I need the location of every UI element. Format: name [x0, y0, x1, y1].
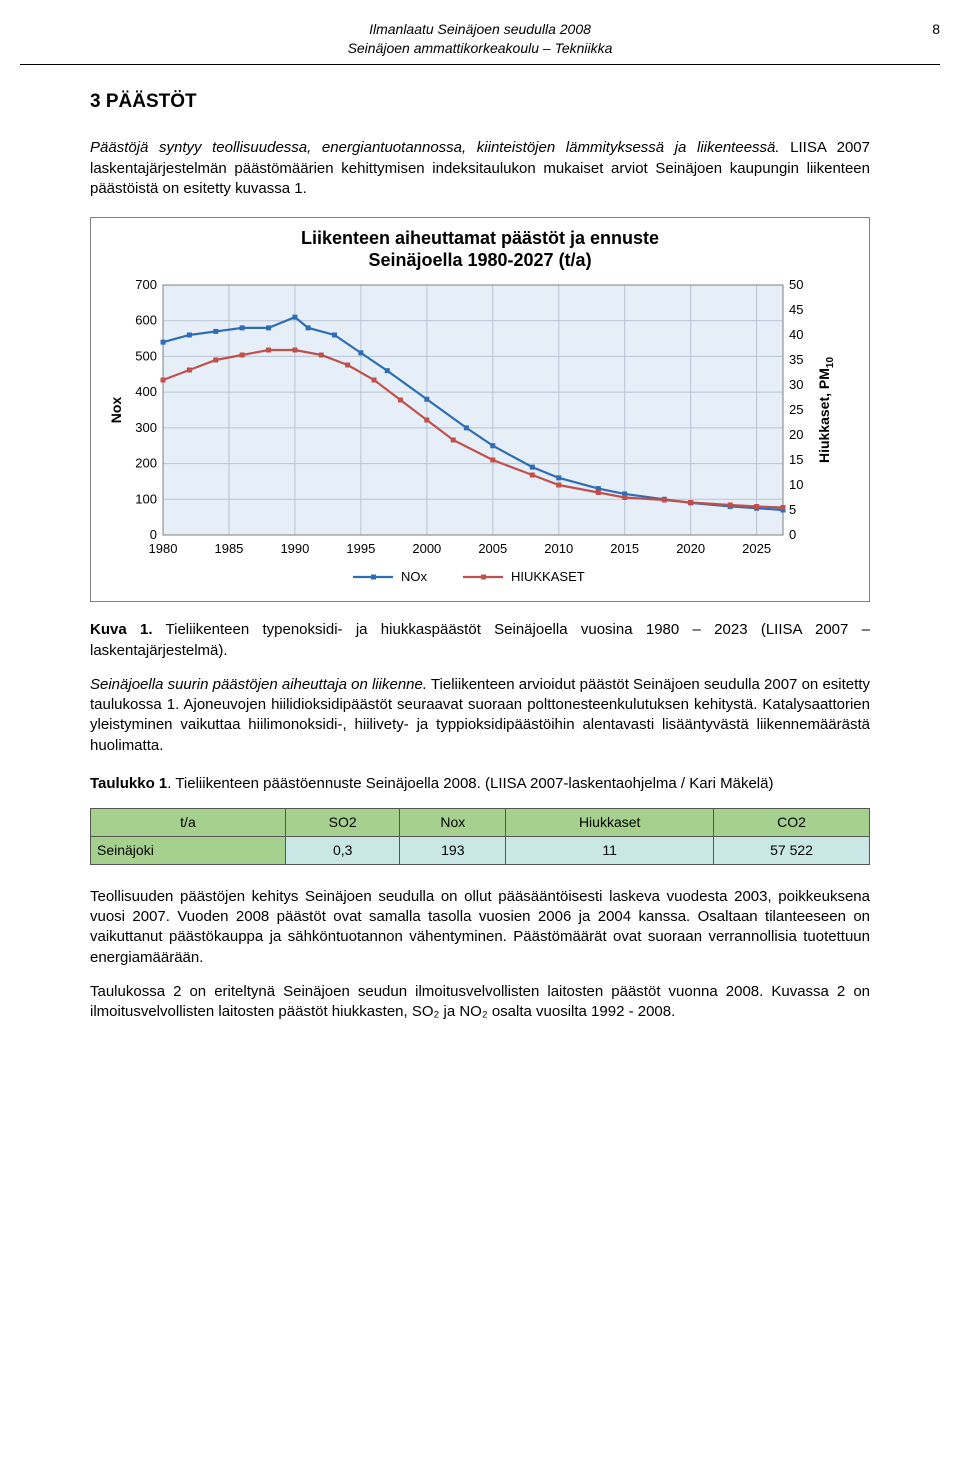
svg-text:300: 300 [135, 420, 157, 435]
para1-lead: Päästöjä syntyy teollisuudessa, energian… [90, 139, 780, 156]
tbl-caption-rest: . Tieliikenteen päästöennuste Seinäjoell… [167, 775, 773, 792]
fig-caption-bold: Kuva 1. [90, 621, 153, 638]
page-number: 8 [932, 20, 940, 39]
paragraph-4: Taulukossa 2 on eriteltynä Seinäjoen seu… [90, 982, 870, 1023]
svg-text:35: 35 [789, 352, 803, 367]
header-line1: Ilmanlaatu Seinäjoen seudulla 2008 [369, 21, 591, 37]
row-label: Seinäjoki [91, 837, 286, 865]
header-rule [20, 64, 940, 65]
paragraph-2: Seinäjoella suurin päästöjen aiheuttaja … [90, 675, 870, 756]
chart-container: Liikenteen aiheuttamat päästöt ja ennust… [90, 217, 870, 602]
paragraph-1: Päästöjä syntyy teollisuudessa, energian… [90, 138, 870, 199]
svg-text:Hiukkaset, PM10: Hiukkaset, PM10 [816, 357, 836, 463]
svg-text:10: 10 [789, 477, 803, 492]
cell-co2: 57 522 [714, 837, 870, 865]
svg-text:500: 500 [135, 349, 157, 364]
svg-text:400: 400 [135, 385, 157, 400]
para2-lead: Seinäjoella suurin päästöjen aiheuttaja … [90, 676, 427, 693]
cell-hiuk: 11 [506, 837, 714, 865]
th-co2: CO2 [714, 809, 870, 837]
svg-text:2010: 2010 [544, 541, 573, 556]
chart-title-l2: Seinäjoella 1980-2027 (t/a) [368, 250, 591, 270]
svg-text:0: 0 [789, 527, 796, 542]
running-header: Ilmanlaatu Seinäjoen seudulla 2008 8 Sei… [90, 20, 870, 58]
svg-text:25: 25 [789, 402, 803, 417]
th-hiuk: Hiukkaset [506, 809, 714, 837]
svg-text:Nox: Nox [108, 397, 124, 424]
svg-text:5: 5 [789, 502, 796, 517]
cell-so2: 0,3 [285, 837, 400, 865]
figure-caption: Kuva 1. Tieliikenteen typenoksidi- ja hi… [90, 620, 870, 661]
table-caption: Taulukko 1. Tieliikenteen päästöennuste … [90, 774, 870, 794]
svg-text:30: 30 [789, 377, 803, 392]
tbl-caption-bold: Taulukko 1 [90, 775, 167, 792]
svg-text:2015: 2015 [610, 541, 639, 556]
svg-text:0: 0 [150, 527, 157, 542]
th-ta: t/a [91, 809, 286, 837]
svg-text:45: 45 [789, 302, 803, 317]
chart-title: Liikenteen aiheuttamat päästöt ja ennust… [103, 228, 857, 271]
svg-text:1990: 1990 [280, 541, 309, 556]
th-nox: Nox [400, 809, 506, 837]
header-line2: Seinäjoen ammattikorkeakoulu – Tekniikka [348, 40, 613, 56]
svg-text:NOx: NOx [401, 569, 428, 584]
svg-text:700: 700 [135, 277, 157, 292]
svg-text:50: 50 [789, 277, 803, 292]
svg-text:100: 100 [135, 492, 157, 507]
svg-text:2025: 2025 [742, 541, 771, 556]
cell-nox: 193 [400, 837, 506, 865]
section-heading: 3 PÄÄSTÖT [90, 89, 870, 115]
svg-text:20: 20 [789, 427, 803, 442]
paragraph-3: Teollisuuden päästöjen kehitys Seinäjoen… [90, 887, 870, 968]
svg-text:2020: 2020 [676, 541, 705, 556]
th-so2: SO2 [285, 809, 400, 837]
table-header-row: t/a SO2 Nox Hiukkaset CO2 [91, 809, 870, 837]
svg-text:2005: 2005 [478, 541, 507, 556]
svg-text:200: 200 [135, 456, 157, 471]
svg-text:1980: 1980 [149, 541, 178, 556]
fig-caption-rest: Tieliikenteen typenoksidi- ja hiukkaspää… [90, 621, 870, 658]
chart-svg: 0100200300400500600700051015202530354045… [103, 275, 843, 595]
svg-text:600: 600 [135, 313, 157, 328]
svg-text:40: 40 [789, 327, 803, 342]
table-row: Seinäjoki 0,3 193 11 57 522 [91, 837, 870, 865]
chart-title-l1: Liikenteen aiheuttamat päästöt ja ennust… [301, 228, 659, 248]
svg-text:15: 15 [789, 452, 803, 467]
svg-text:HIUKKASET: HIUKKASET [511, 569, 585, 584]
svg-text:1995: 1995 [346, 541, 375, 556]
emissions-table: t/a SO2 Nox Hiukkaset CO2 Seinäjoki 0,3 … [90, 808, 870, 865]
svg-text:1985: 1985 [214, 541, 243, 556]
svg-text:2000: 2000 [412, 541, 441, 556]
